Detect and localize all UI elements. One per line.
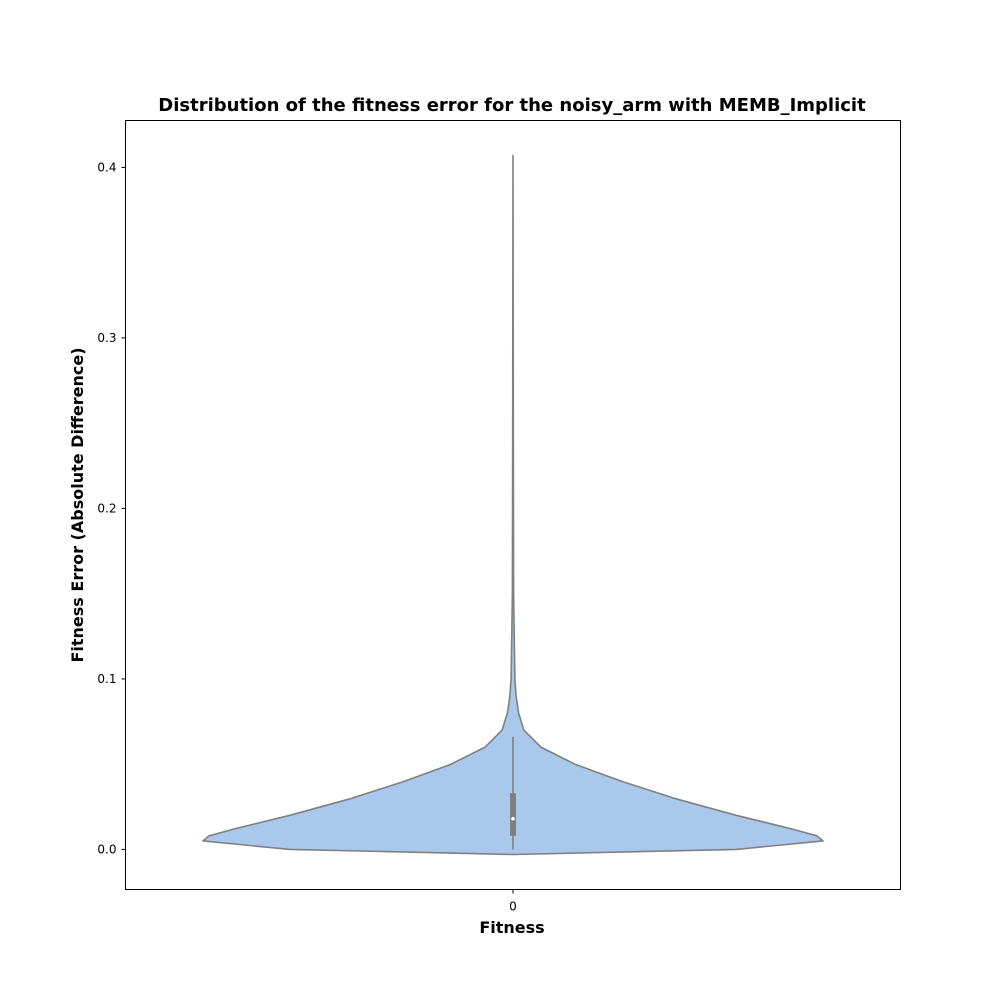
- x-axis-label: Fitness: [479, 918, 544, 937]
- y-axis: 0.0 0.1 0.2 0.3 0.4: [97, 160, 126, 856]
- y-tick-label: 0.3: [97, 331, 116, 345]
- violin-iqr-box: [510, 793, 516, 836]
- y-tick-label: 0.4: [97, 160, 116, 174]
- y-tick-label: 0.2: [97, 501, 116, 515]
- x-tick-label: 0: [509, 900, 517, 914]
- x-axis: 0: [509, 889, 517, 914]
- chart-title: Distribution of the fitness error for th…: [158, 95, 866, 116]
- plot-area: [202, 154, 824, 856]
- y-axis-label: Fitness Error (Absolute Difference): [68, 347, 87, 662]
- y-tick-label: 0.1: [97, 672, 116, 686]
- violin-median-marker: [511, 816, 515, 821]
- y-tick-label: 0.0: [97, 842, 116, 856]
- violin-body: [202, 154, 824, 856]
